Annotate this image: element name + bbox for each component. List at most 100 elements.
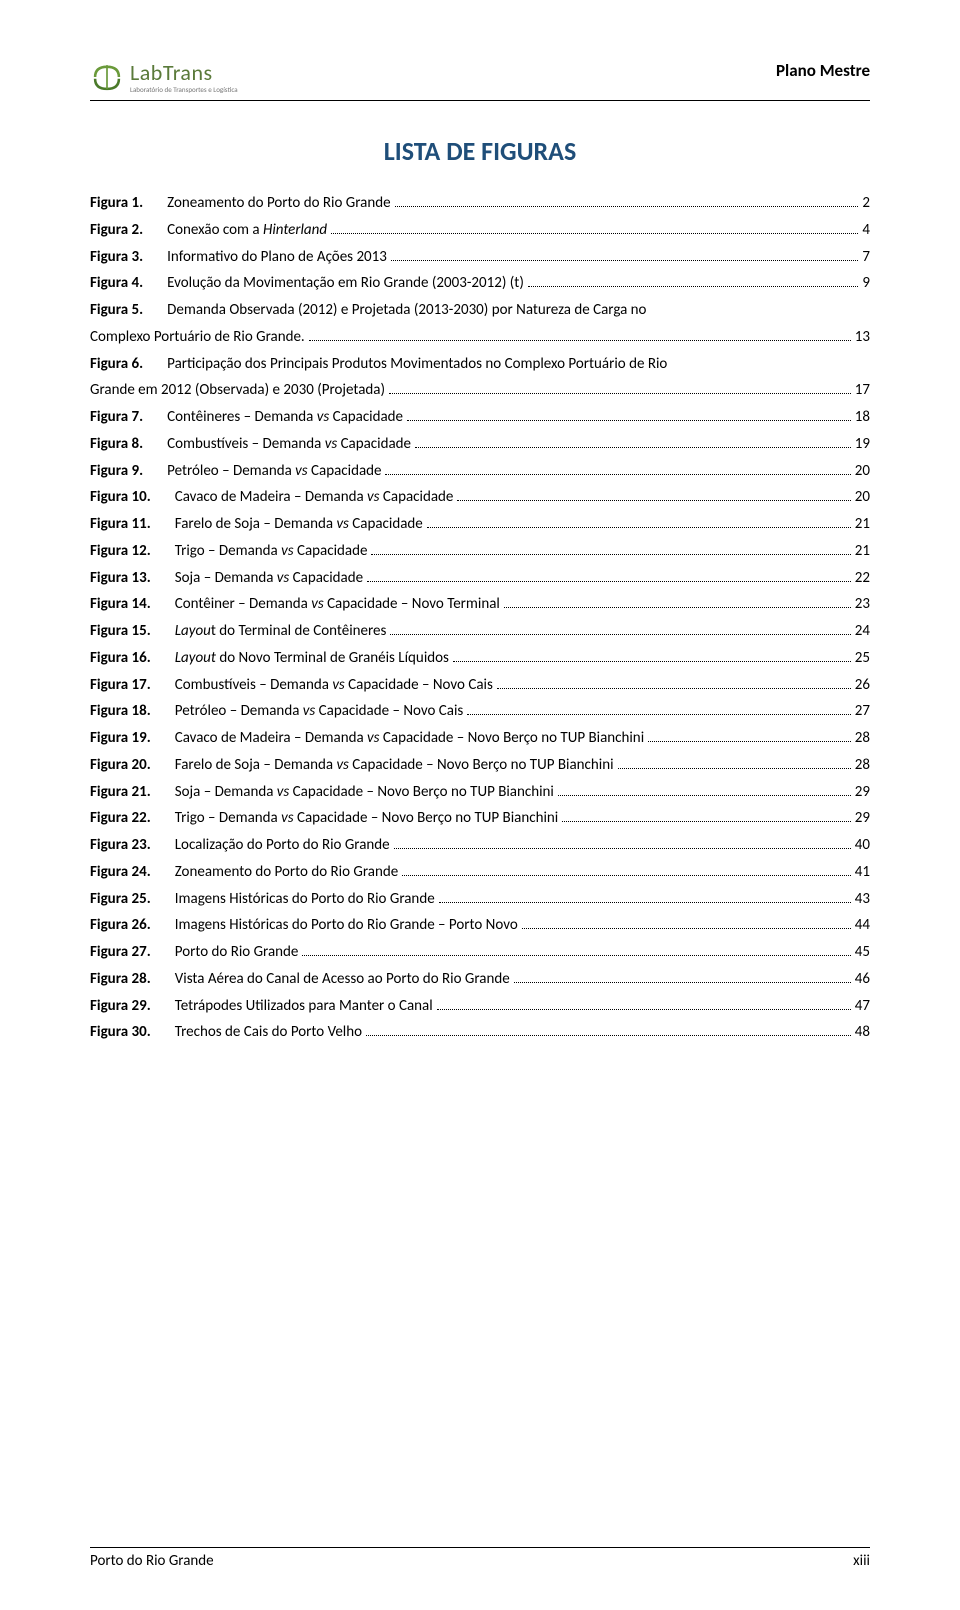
toc-label: Figura 25. [90, 889, 151, 909]
toc-leader [390, 634, 850, 635]
toc-entry: Figura 2.Conexão com a Hinterland 4 [90, 220, 870, 240]
toc-page-number: 43 [855, 889, 870, 909]
toc-label: Figura 6. [90, 354, 143, 374]
toc-page-number: 4 [862, 220, 870, 240]
toc-label: Figura 4. [90, 273, 143, 293]
toc-description: Evolução da Movimentação em Rio Grande (… [167, 273, 524, 293]
toc-label: Figura 19. [90, 728, 151, 748]
toc-description: Trigo – Demanda vs Capacidade – Novo Ber… [175, 808, 558, 828]
toc-entry: Figura 11.Farelo de Soja – Demanda vs Ca… [90, 514, 870, 534]
toc-entry: Figura 5.Demanda Observada (2012) e Proj… [90, 300, 870, 320]
toc-entry: Figura 21.Soja – Demanda vs Capacidade –… [90, 782, 870, 802]
toc-page-number: 45 [855, 942, 870, 962]
toc-entry: Figura 13. Soja – Demanda vs Capacidade 2… [90, 568, 870, 588]
document-page: LabTrans Laboratório de Transportes e Lo… [0, 0, 960, 1610]
document-title: Plano Mestre [776, 60, 870, 81]
toc-leader [514, 982, 851, 983]
logo-sub: Laboratório de Transportes e Logística [130, 86, 238, 93]
toc-label: Figura 21. [90, 782, 151, 802]
footer-left: Porto do Rio Grande [90, 1552, 214, 1570]
toc-leader [391, 260, 859, 261]
toc-label: Figura 16. [90, 648, 151, 668]
toc-entry: Figura 10.Cavaco de Madeira – Demanda vs… [90, 487, 870, 507]
toc-entry: Figura 1.Zoneamento do Porto do Rio Gran… [90, 193, 870, 213]
toc-page-number: 28 [855, 728, 870, 748]
toc-label: Figura 22. [90, 808, 151, 828]
toc-label: Figura 29. [90, 996, 151, 1016]
toc-entry: Grande em 2012 (Observada) e 2030 (Proje… [90, 380, 870, 400]
toc-entry: Figura 17.Combustíveis – Demanda vs Capa… [90, 675, 870, 695]
toc-leader [618, 768, 851, 769]
toc-leader [366, 1035, 851, 1036]
logo-text: LabTrans Laboratório de Transportes e Lo… [130, 62, 238, 93]
toc-entry: Figura 15.Layout do Terminal de Contêine… [90, 621, 870, 641]
toc-page-number: 13 [855, 327, 870, 347]
toc-entry: Figura 28.Vista Aérea do Canal de Acesso… [90, 969, 870, 989]
toc-label: Figura 15. [90, 621, 151, 641]
toc-leader [394, 848, 851, 849]
toc-page-number: 29 [855, 808, 870, 828]
logo-main: LabTrans [130, 62, 238, 84]
toc-entry: Figura 4. Evolução da Movimentação em Rio… [90, 273, 870, 293]
toc-leader [504, 607, 851, 608]
toc-entry: Figura 7.Contêineres – Demanda vs Capaci… [90, 407, 870, 427]
toc-page-number: 41 [855, 862, 870, 882]
toc-page-number: 47 [855, 996, 870, 1016]
toc-description: Soja – Demanda vs Capacidade [175, 568, 363, 588]
toc-page-number: 27 [855, 701, 870, 721]
toc-leader [371, 554, 850, 555]
toc-description: Layout do Novo Terminal de Granéis Líqui… [175, 648, 449, 668]
toc-leader [648, 741, 851, 742]
toc-entry: Figura 18.Petróleo – Demanda vs Capacida… [90, 701, 870, 721]
toc-entry: Figura 29. Tetrápodes Utilizados para Man… [90, 996, 870, 1016]
toc-leader [302, 955, 850, 956]
toc-leader [407, 420, 851, 421]
toc-entry: Figura 22. Trigo – Demanda vs Capacidade … [90, 808, 870, 828]
toc-entry: Figura 14.Contêiner – Demanda vs Capacid… [90, 594, 870, 614]
toc-description: Tetrápodes Utilizados para Manter o Cana… [175, 996, 433, 1016]
toc-label: Figura 13. [90, 568, 151, 588]
toc-page-number: 22 [855, 568, 870, 588]
toc-page-number: 19 [855, 434, 870, 454]
toc-entry: Figura 30.Trechos de Cais do Porto Velho… [90, 1022, 870, 1042]
toc-label: Figura 18. [90, 701, 151, 721]
toc-description: Combustíveis – Demanda vs Capacidade – N… [175, 675, 493, 695]
toc-label: Figura 11. [90, 514, 151, 534]
footer-right: xiii [853, 1552, 870, 1570]
toc-entry: Figura 3.Informativo do Plano de Ações 2… [90, 247, 870, 267]
page-footer: Porto do Rio Grande xiii [90, 1547, 870, 1570]
toc-description: Petróleo – Demanda vs Capacidade [167, 461, 381, 481]
toc-label: Figura 30. [90, 1022, 151, 1042]
toc-page-number: 7 [862, 247, 870, 267]
toc-leader [558, 795, 851, 796]
toc-entry: Figura 26.Imagens Históricas do Porto do… [90, 915, 870, 935]
toc-label: Figura 23. [90, 835, 151, 855]
toc-entry: Figura 20.Farelo de Soja – Demanda vs Ca… [90, 755, 870, 775]
toc-page-number: 21 [855, 514, 870, 534]
toc-leader [427, 527, 851, 528]
toc-description: Demanda Observada (2012) e Projetada (20… [167, 300, 646, 320]
toc-entry: Figura 27.Porto do Rio Grande 45 [90, 942, 870, 962]
toc-page-number: 44 [855, 915, 870, 935]
toc-leader [331, 233, 858, 234]
toc-leader [389, 393, 851, 394]
section-title: LISTA DE FIGURAS [90, 135, 870, 167]
toc-leader [385, 474, 850, 475]
toc-label: Figura 7. [90, 407, 143, 427]
toc-leader [453, 661, 851, 662]
toc-leader [309, 340, 851, 341]
toc-page-number: 20 [855, 461, 870, 481]
toc-leader [367, 581, 851, 582]
toc-description: Contêiner – Demanda vs Capacidade – Novo… [175, 594, 500, 614]
toc-entry: Figura 25.Imagens Históricas do Porto do… [90, 889, 870, 909]
toc-description: Cavaco de Madeira – Demanda vs Capacidad… [175, 487, 454, 507]
toc-description: Imagens Históricas do Porto do Rio Grand… [175, 915, 518, 935]
toc-leader [457, 500, 850, 501]
page-header: LabTrans Laboratório de Transportes e Lo… [90, 60, 870, 94]
toc-label: Figura 24. [90, 862, 151, 882]
toc-page-number: 29 [855, 782, 870, 802]
logo: LabTrans Laboratório de Transportes e Lo… [90, 60, 238, 94]
table-of-contents: Figura 1.Zoneamento do Porto do Rio Gran… [90, 193, 870, 1043]
toc-description: Trigo – Demanda vs Capacidade [175, 541, 368, 561]
toc-page-number: 48 [855, 1022, 870, 1042]
